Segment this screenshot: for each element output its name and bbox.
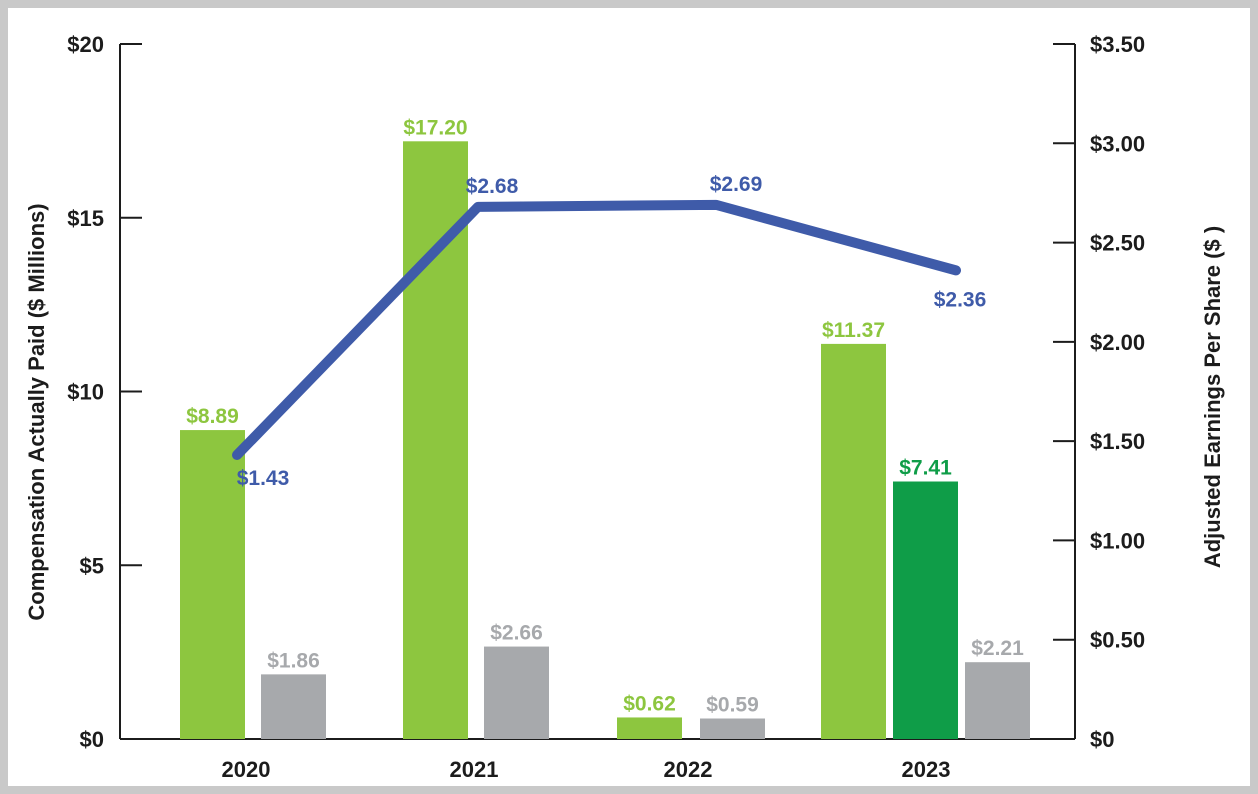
bar-2023-gray <box>965 662 1030 739</box>
eps-data-label: $2.69 <box>710 173 763 196</box>
labels: $8.89 $1.86 $17.20 $2.66 $0.62 $0.59 $11.37 $7.… <box>186 116 1024 716</box>
x-tick-label-2021: 2021 <box>450 757 499 782</box>
bar-2022-light-green <box>617 717 682 739</box>
eps-line <box>232 199 961 461</box>
right-tick-label: $3.50 <box>1090 32 1145 57</box>
eps-data-label: $2.36 <box>934 288 987 311</box>
right-tick-label: $0.50 <box>1090 628 1145 653</box>
right-tick-label: $1.00 <box>1090 528 1145 553</box>
bar-data-label: $0.62 <box>623 692 676 715</box>
bar-2023-dark-green <box>893 481 958 739</box>
bar-data-label: $11.37 <box>822 319 885 342</box>
right-tick-label: $1.50 <box>1090 429 1145 454</box>
x-tick-label-2020: 2020 <box>222 757 271 782</box>
left-tick-label: $20 <box>67 32 104 57</box>
bar-2020-light-green <box>180 430 245 739</box>
bar-data-label: $8.89 <box>186 405 239 428</box>
right-tick-label: $2.00 <box>1090 330 1145 355</box>
eps-data-label: $2.68 <box>466 175 519 198</box>
bar-data-label: $0.59 <box>706 693 759 716</box>
left-tick-label: $5 <box>80 553 104 578</box>
bar-2022-gray <box>700 718 765 739</box>
left-tick-label: $10 <box>67 380 104 405</box>
x-tick-label-2023: 2023 <box>902 757 951 782</box>
left-axis-title: Compensation Actually Paid ($ Millions) <box>24 203 49 620</box>
left-tick-label: $0 <box>80 727 104 752</box>
eps-line-layer <box>232 199 961 461</box>
bar-data-label: $1.86 <box>267 649 320 672</box>
right-tick-label: $3.00 <box>1090 131 1145 156</box>
bar-2023-light-green <box>821 343 886 739</box>
bars <box>180 141 1030 740</box>
x-tick-label-2022: 2022 <box>664 757 713 782</box>
right-tick-label: $2.50 <box>1090 231 1145 256</box>
bar-data-label: $2.66 <box>490 622 543 645</box>
bar-2020-gray <box>261 674 326 739</box>
bar-data-label: $7.41 <box>899 457 952 480</box>
bar-2021-light-green <box>403 141 468 740</box>
left-tick-label: $15 <box>67 206 104 231</box>
bar-2021-gray <box>484 646 549 739</box>
bar-data-label: $2.21 <box>971 637 1024 660</box>
right-axis-title: Adjusted Earnings Per Share ($ ) <box>1200 226 1225 568</box>
eps-data-label: $1.43 <box>237 467 290 490</box>
axes: $0 $5 $10 $15 $20 $0 $0.50 $1.00 $1.50 $2.00 $2.50… <box>67 32 1145 782</box>
right-tick-label: $0 <box>1090 727 1114 752</box>
bar-data-label: $17.20 <box>403 116 467 139</box>
